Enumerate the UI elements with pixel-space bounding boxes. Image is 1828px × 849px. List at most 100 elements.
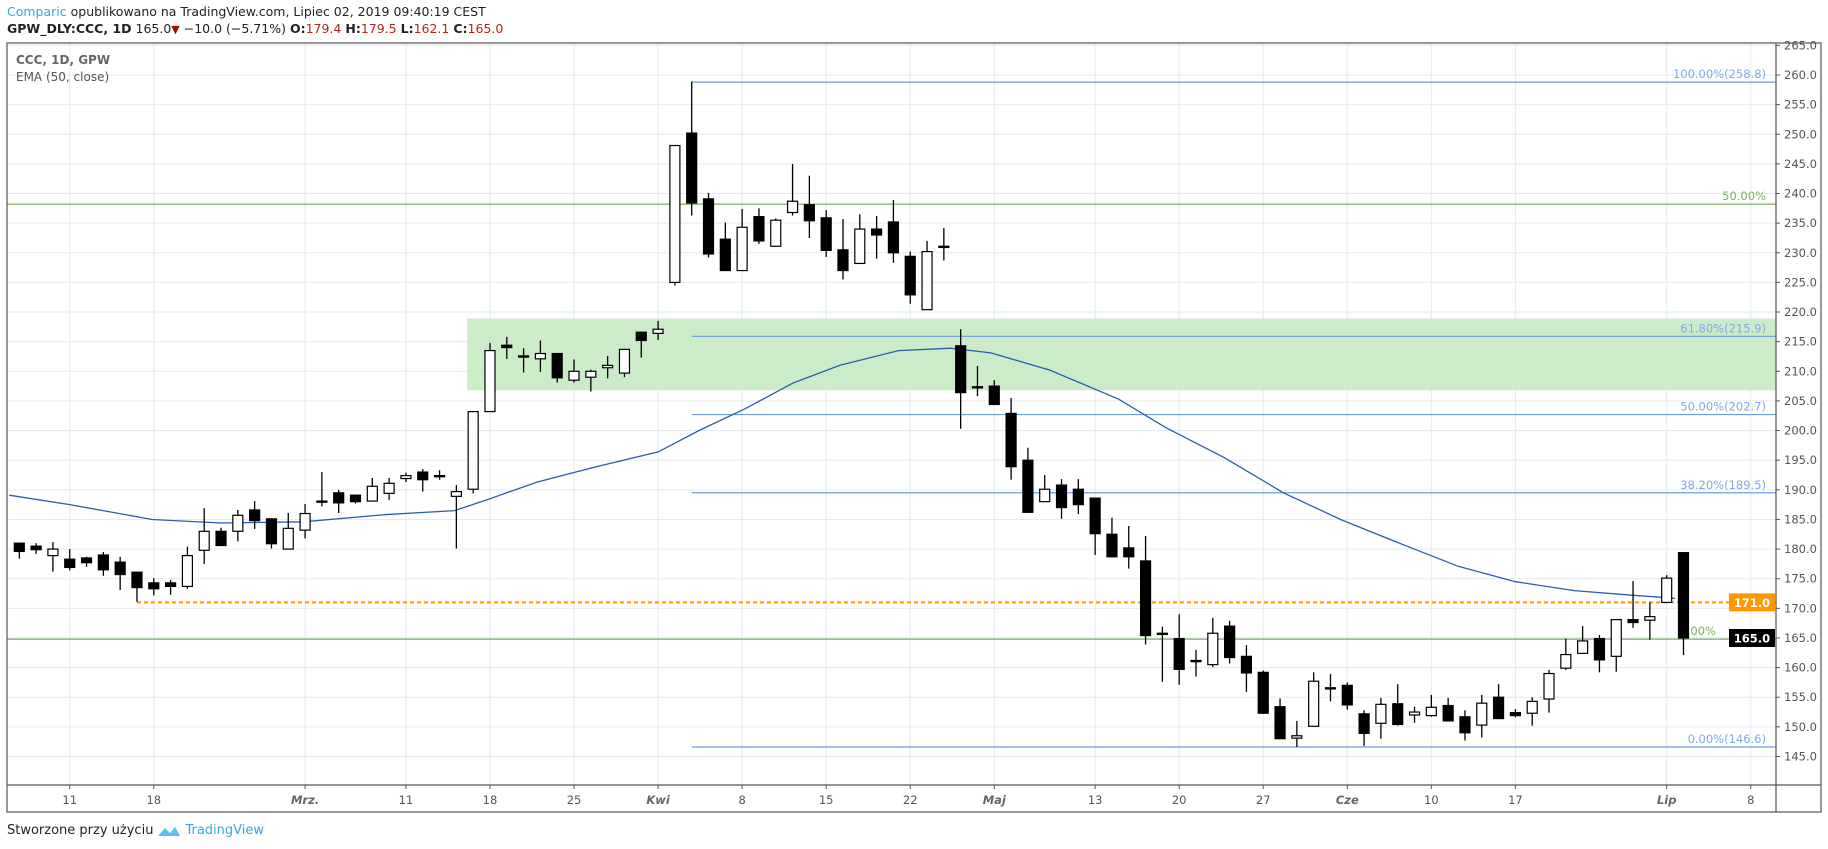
candle-body-up	[1560, 653, 1572, 669]
candle-body-up	[1476, 702, 1488, 726]
candle	[383, 477, 395, 500]
candle-body-up	[1610, 618, 1622, 657]
candle	[1324, 674, 1337, 702]
legend-ema[interactable]: EMA (50, close)	[16, 70, 110, 84]
time-tick-label: 10	[1424, 793, 1439, 807]
candle	[501, 336, 513, 359]
candle-body-up	[652, 328, 664, 334]
price-tick-label: 265.0	[1784, 38, 1817, 52]
candle	[1459, 710, 1471, 741]
candle	[1190, 649, 1202, 677]
candle-body-down	[837, 249, 849, 272]
candle-body-up	[786, 200, 799, 214]
legend-title: CCC, 1D, GPW	[16, 53, 111, 67]
candle	[1039, 475, 1051, 503]
candle-body-up	[534, 352, 547, 360]
candle	[1627, 581, 1639, 628]
candle-body-up	[383, 482, 395, 494]
candle-body-down	[820, 217, 832, 252]
price-tick-label: 235.0	[1784, 216, 1817, 230]
candle-body-down	[131, 571, 143, 589]
candle-body-down	[249, 509, 261, 522]
candle	[13, 542, 25, 559]
candle-body-down	[1492, 696, 1505, 720]
candle	[181, 546, 193, 589]
candle-body-down	[1593, 637, 1606, 661]
candle-body-up	[736, 226, 748, 272]
candle-body-down	[887, 221, 900, 254]
candle	[366, 477, 378, 502]
candle-body-down	[686, 132, 698, 204]
time-tick-label: Cze	[1336, 793, 1359, 807]
time-tick-label: 20	[1172, 793, 1187, 807]
candle-body-up	[299, 512, 311, 531]
publish-text: opublikowano na TradingView.com, Lipiec …	[70, 4, 486, 19]
time-tick-label: 18	[146, 793, 161, 807]
candle	[198, 508, 210, 564]
fib-level-label: 50.00%(202.7)	[1680, 400, 1766, 414]
candle	[1308, 672, 1320, 727]
candle	[1291, 720, 1303, 748]
candle	[282, 512, 294, 550]
candle	[955, 329, 967, 429]
candle	[1089, 497, 1101, 556]
candle-body-down	[265, 518, 278, 545]
chart-legend: CCC, 1D, GPW EMA (50, close)	[16, 52, 110, 86]
candle	[938, 227, 950, 261]
price-tick-label: 155.0	[1784, 690, 1817, 704]
candle	[1257, 670, 1269, 714]
price-tick-label: 145.0	[1784, 749, 1817, 763]
candle	[871, 216, 883, 259]
fib-level-label: 38.20%(189.5)	[1680, 478, 1766, 492]
price-tick-label: 240.0	[1784, 187, 1817, 201]
candle-body-down	[316, 500, 328, 503]
time-tick-label: 27	[1256, 793, 1271, 807]
candle-body-down	[1089, 497, 1101, 535]
candle-body-down	[803, 204, 815, 222]
candle	[837, 219, 849, 280]
fib-level-label-green: 50.00%	[1722, 189, 1766, 203]
price-tick-label: 185.0	[1784, 512, 1817, 526]
candle	[585, 369, 597, 392]
close-value: 165.0	[467, 21, 504, 36]
candle	[1022, 447, 1034, 513]
candle	[1055, 479, 1068, 519]
candle-body-down	[80, 557, 93, 564]
candle-body-down	[1257, 671, 1269, 714]
candle	[1392, 684, 1404, 726]
price-tick-label: 195.0	[1784, 453, 1817, 467]
tradingview-link[interactable]: TradingView	[185, 823, 264, 838]
time-tick-label: 8	[738, 793, 745, 807]
candle-body-down	[1358, 713, 1370, 734]
candle	[1375, 697, 1387, 739]
fib-level-label: 61.80%(215.9)	[1680, 321, 1766, 335]
candle-body-down	[1324, 687, 1337, 690]
price-tick-label: 210.0	[1784, 364, 1817, 378]
candle-body-down	[417, 471, 429, 481]
candle	[652, 320, 664, 340]
candle	[80, 556, 93, 567]
candle-body-up	[1408, 711, 1421, 716]
price-tick-label: 260.0	[1784, 68, 1817, 82]
candle	[1644, 602, 1656, 640]
candle-body-down	[114, 561, 126, 576]
candle-body-down	[1072, 488, 1084, 506]
author-link[interactable]: Comparic	[7, 4, 67, 19]
price-tick-label: 255.0	[1784, 98, 1817, 112]
candle	[215, 527, 227, 547]
candle-body-down	[1190, 659, 1202, 663]
tradingview-logo-icon	[158, 826, 181, 836]
time-tick-label: Lip	[1657, 793, 1677, 807]
candle	[736, 208, 748, 272]
candle-body-down	[753, 216, 765, 242]
candle-body-up	[669, 144, 681, 284]
fib-level-label: 100.00%(258.8)	[1673, 67, 1766, 81]
candle-body-up	[484, 349, 496, 413]
candle-body-up	[1308, 680, 1320, 727]
candle	[114, 556, 126, 590]
last-price-label-bg	[1729, 628, 1775, 647]
open-value: 179.4	[305, 21, 342, 36]
candle-body-down	[215, 530, 227, 547]
candle	[97, 552, 109, 576]
